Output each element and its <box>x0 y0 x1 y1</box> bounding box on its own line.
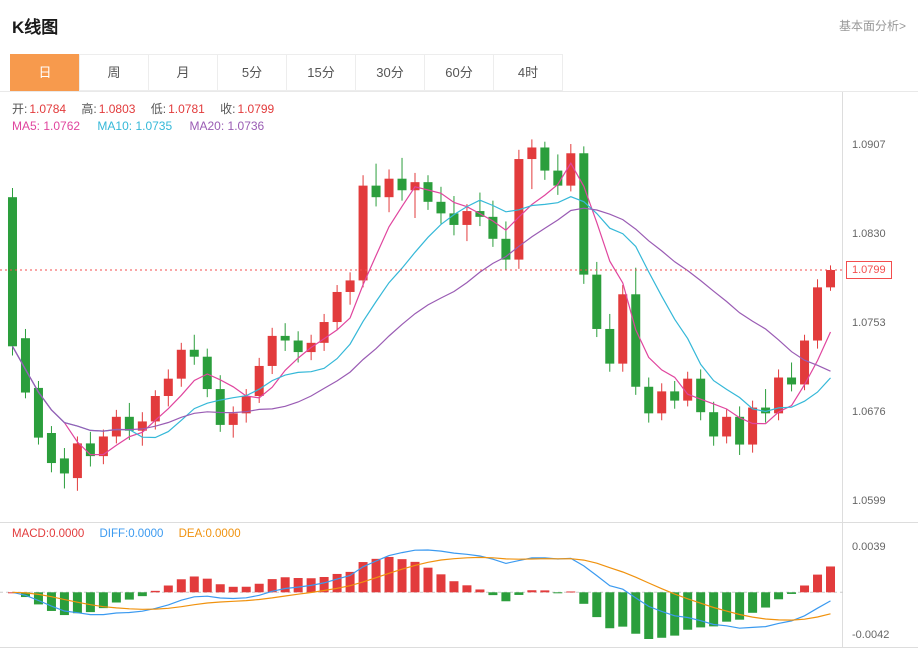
macd-chart-area[interactable]: MACD:0.0000 DIFF:0.0000 DEA:0.0000 <box>0 523 843 647</box>
dea-label: DEA: <box>178 528 206 540</box>
fundamental-analysis-link[interactable]: 基本面分析> <box>838 18 906 33</box>
tab-5min[interactable]: 5分 <box>217 54 287 91</box>
open-value: 1.0784 <box>29 102 67 116</box>
candlestick-svg[interactable] <box>0 92 843 522</box>
ohlc-legend: 开: 1.0784 高: 1.0803 低: 1.0781 收: 1.0799 <box>12 100 286 117</box>
ma20-label: MA20: <box>189 119 225 133</box>
open-pair: 开: 1.0784 <box>12 102 66 116</box>
price-axis-label: 1.0753 <box>852 317 886 330</box>
tab-60min[interactable]: 60分 <box>424 54 494 91</box>
dea-pair: DEA:0.0000 <box>179 528 241 540</box>
macd-value: 0.0000 <box>49 528 85 540</box>
diff-value: 0.0000 <box>128 528 164 540</box>
macd-legend: MACD:0.0000 DIFF:0.0000 DEA:0.0000 <box>12 528 253 540</box>
main-chart-panel: 开: 1.0784 高: 1.0803 低: 1.0781 收: 1.0799 MA5:… <box>0 92 918 522</box>
tab-month[interactable]: 月 <box>148 54 218 91</box>
current-price-badge: 1.0799 <box>846 261 892 279</box>
diff-label: DIFF: <box>99 528 129 540</box>
low-pair: 低: 1.0781 <box>151 102 205 116</box>
header: K线图 基本面分析> <box>0 0 918 46</box>
macd-panel: MACD:0.0000 DIFF:0.0000 DEA:0.0000 0.003… <box>0 522 918 648</box>
ma-legend: MA5: 1.0762 MA10: 1.0735 MA20: 1.0736 <box>12 119 278 133</box>
ma10-label: MA10: <box>97 119 133 133</box>
ma20-value: 1.0736 <box>227 119 265 133</box>
tab-bar: 日周月 5分 15分 30分 60分 4时 <box>10 54 918 91</box>
ma5-value: 1.0762 <box>43 119 81 133</box>
ma10-value: 1.0735 <box>135 119 173 133</box>
low-value: 1.0781 <box>168 102 205 116</box>
tab-15min[interactable]: 15分 <box>286 54 356 91</box>
price-axis: 1.0799 1.0907 1.0830 1.0753 1.0676 1.0599 <box>843 92 918 522</box>
price-axis-label: 1.0830 <box>852 228 886 241</box>
diff-pair: DIFF:0.0000 <box>99 528 163 540</box>
ma5-label: MA5: <box>12 119 41 133</box>
high-label: 高: <box>81 102 97 116</box>
macd-pair: MACD:0.0000 <box>12 528 84 540</box>
dea-value: 0.0000 <box>205 528 241 540</box>
macd-axis-top-label: 0.0039 <box>852 541 886 553</box>
high-pair: 高: 1.0803 <box>81 102 135 116</box>
close-value: 1.0799 <box>237 102 275 116</box>
high-value: 1.0803 <box>98 102 136 116</box>
price-axis-label: 1.0599 <box>852 495 886 508</box>
tab-30min[interactable]: 30分 <box>355 54 425 91</box>
tab-bar-wrap: 日周月 5分 15分 30分 60分 4时 <box>0 54 918 92</box>
macd-label: MACD: <box>12 528 50 540</box>
low-label: 低: <box>150 102 167 116</box>
macd-svg[interactable] <box>0 523 843 649</box>
tab-day[interactable]: 日 <box>10 54 80 91</box>
price-axis-label: 1.0907 <box>852 139 886 152</box>
tab-week[interactable]: 周 <box>79 54 149 91</box>
ma10-legend: MA10: 1.0735 <box>97 119 172 133</box>
macd-axis: 0.0039 -0.0042 <box>843 523 918 647</box>
price-axis-label: 1.0676 <box>852 406 886 419</box>
close-pair: 收: 1.0799 <box>220 102 274 116</box>
macd-axis-bottom-label: -0.0042 <box>852 629 890 641</box>
close-label: 收: <box>220 102 236 116</box>
tab-4hour[interactable]: 4时 <box>493 54 563 91</box>
ma20-legend: MA20: 1.0736 <box>189 119 264 133</box>
page-title: K线图 <box>12 17 59 37</box>
open-label: 开: <box>12 102 28 116</box>
candlestick-chart-area[interactable]: 开: 1.0784 高: 1.0803 低: 1.0781 收: 1.0799 MA5:… <box>0 92 843 522</box>
ma5-legend: MA5: 1.0762 <box>12 119 80 133</box>
